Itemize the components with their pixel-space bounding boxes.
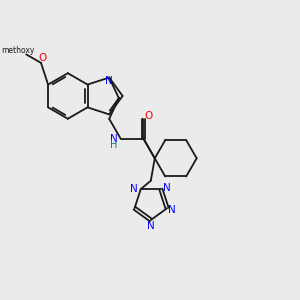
Text: O: O <box>38 53 46 63</box>
Text: N: N <box>110 134 118 144</box>
Text: N: N <box>130 184 138 194</box>
Text: H: H <box>110 140 118 150</box>
Text: methoxy: methoxy <box>2 46 35 56</box>
Text: N: N <box>164 183 171 193</box>
Text: N: N <box>147 221 155 231</box>
Text: N: N <box>105 76 113 86</box>
Text: O: O <box>145 111 153 121</box>
Text: N: N <box>168 205 176 215</box>
